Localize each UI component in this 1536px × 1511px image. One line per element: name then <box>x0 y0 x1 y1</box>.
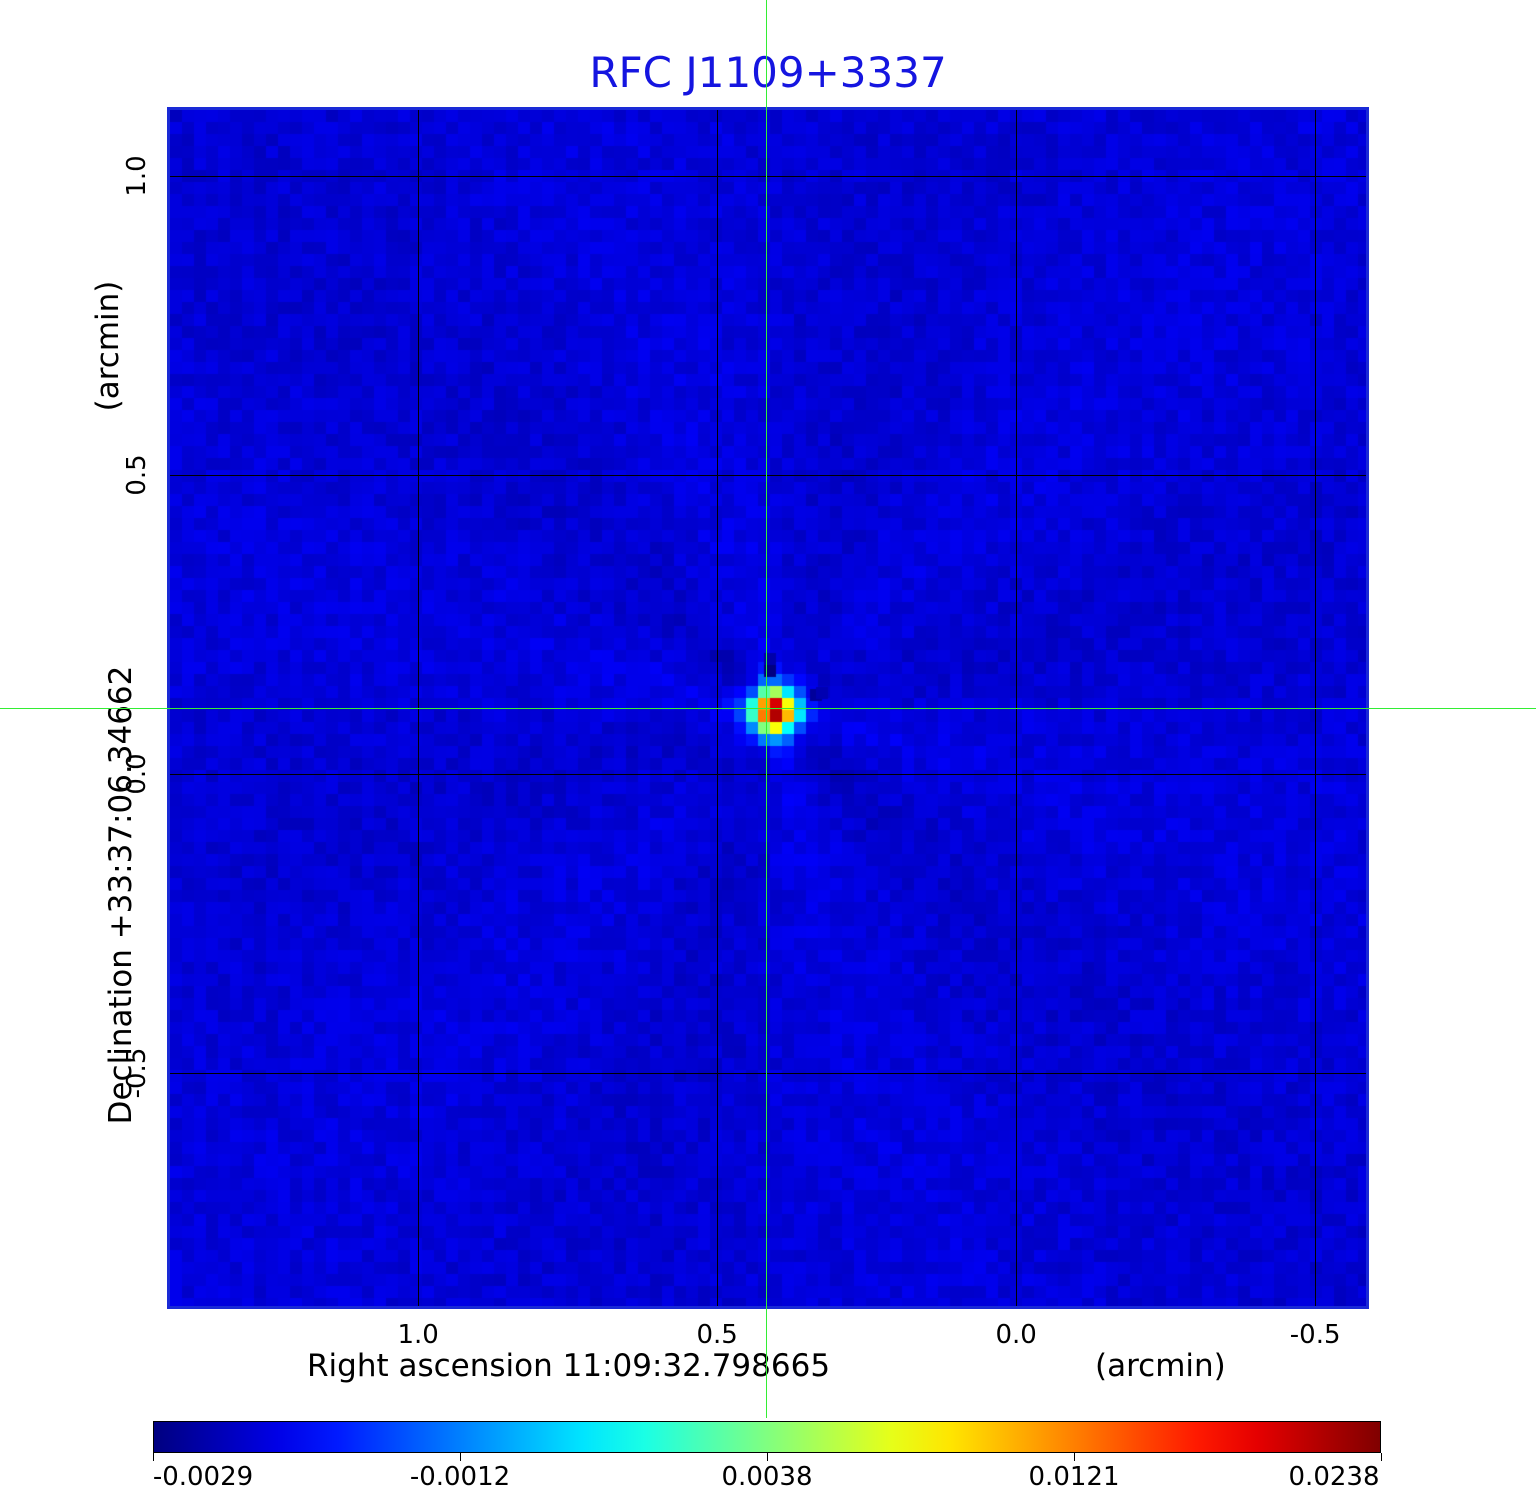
y-tick-label: 0.5 <box>122 454 152 496</box>
grid-line-y <box>170 175 1366 177</box>
grid-line-y <box>170 1072 1366 1074</box>
colorbar-tick-label: 0.0121 <box>1028 1462 1120 1492</box>
x-tick-label: 0.5 <box>696 1320 738 1350</box>
chart-title: RFC J1109+3337 <box>589 48 947 97</box>
colorbar-tick <box>1381 1453 1382 1461</box>
colorbar-tick-label: 0.0238 <box>1288 1462 1380 1492</box>
colorbar <box>153 1421 1381 1453</box>
colorbar-tick <box>1074 1453 1075 1461</box>
colorbar-tick <box>153 1453 154 1461</box>
colorbar-tick-label: -0.0029 <box>152 1462 254 1492</box>
x-axis-unit: (arcmin) <box>1095 1348 1226 1384</box>
colorbar-tick-label: 0.0038 <box>721 1462 813 1492</box>
x-tick-label: -0.5 <box>1289 1320 1341 1350</box>
y-tick-label: 1.0 <box>122 155 152 197</box>
colorbar-tick <box>460 1453 461 1461</box>
colorbar-tick <box>767 1453 768 1461</box>
x-tick-label: 0.0 <box>995 1320 1037 1350</box>
grid-line-y <box>170 773 1366 775</box>
y-axis-unit: (arcmin) <box>90 280 126 412</box>
x-tick-label: 1.0 <box>397 1320 439 1350</box>
colorbar-tick-label: -0.0012 <box>409 1462 511 1492</box>
x-axis-label: Right ascension 11:09:32.798665 <box>307 1348 831 1384</box>
y-axis-label: Declination +33:37:06.34662 <box>103 665 139 1125</box>
crosshair-horizontal <box>0 708 1536 709</box>
grid-line-y <box>170 474 1366 476</box>
crosshair-vertical <box>766 0 767 1418</box>
